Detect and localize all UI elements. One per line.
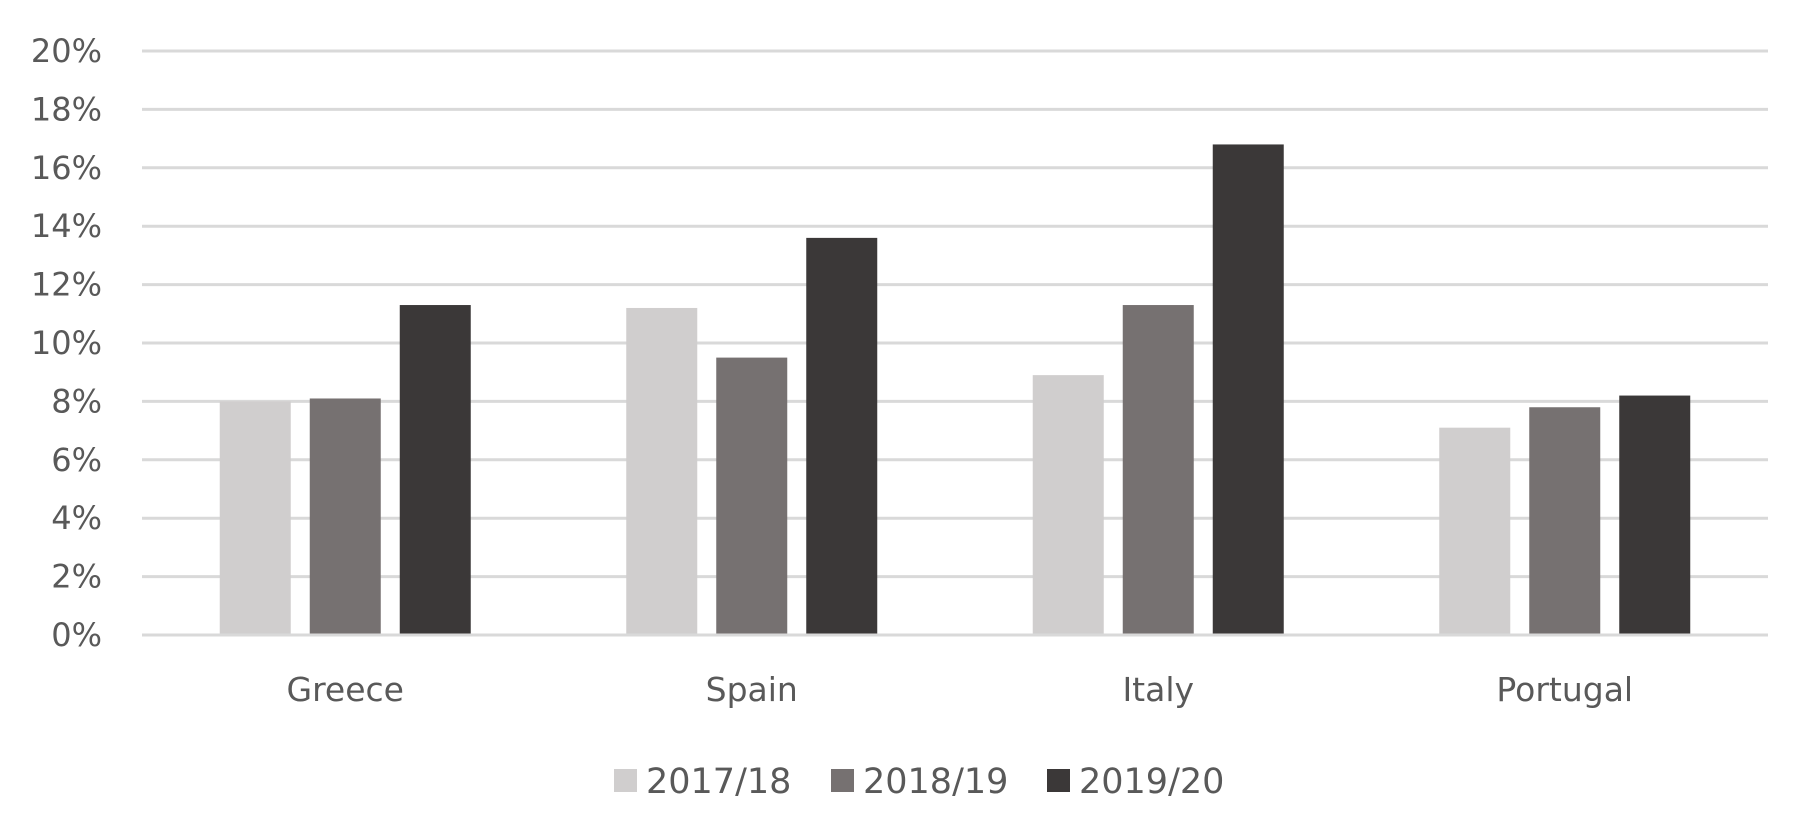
y-tick-label: 8% <box>51 382 102 420</box>
y-tick-label: 6% <box>51 441 102 479</box>
bar-italy-2017-18 <box>1032 375 1104 635</box>
y-tick-label: 16% <box>31 149 102 187</box>
y-tick-label: 14% <box>31 207 102 245</box>
y-tick-label: 4% <box>51 499 102 537</box>
bar-italy-2018-19 <box>1122 305 1194 635</box>
x-tick-label: Spain <box>706 670 798 709</box>
bar-portugal-2017-18 <box>1439 427 1511 635</box>
bar-greece-2017-18 <box>219 401 291 635</box>
bar-spain-2017-18 <box>626 307 698 635</box>
y-tick-label: 0% <box>51 616 102 654</box>
y-tick-label: 20% <box>31 32 102 70</box>
bar-greece-2018-19 <box>309 398 381 635</box>
x-tick-label: Italy <box>1122 670 1194 709</box>
bar-greece-2019-20 <box>399 305 471 635</box>
legend-swatch <box>614 769 637 792</box>
y-tick-label: 10% <box>31 324 102 362</box>
legend-swatch <box>831 769 854 792</box>
bar-portugal-2019-20 <box>1619 395 1691 635</box>
legend-swatch <box>1047 769 1070 792</box>
bar-portugal-2018-19 <box>1529 407 1601 635</box>
bar-spain-2018-19 <box>716 357 788 635</box>
y-tick-label: 12% <box>31 266 102 304</box>
x-tick-label: Portugal <box>1496 670 1633 709</box>
legend-label: 2019/20 <box>1079 762 1224 802</box>
y-tick-label: 2% <box>51 558 102 596</box>
legend-label: 2017/18 <box>646 762 791 802</box>
legend-label: 2018/19 <box>863 762 1008 802</box>
y-tick-label: 18% <box>31 90 102 128</box>
bar-spain-2019-20 <box>806 237 878 635</box>
x-tick-label: Greece <box>287 670 404 709</box>
bar-italy-2019-20 <box>1212 144 1284 635</box>
